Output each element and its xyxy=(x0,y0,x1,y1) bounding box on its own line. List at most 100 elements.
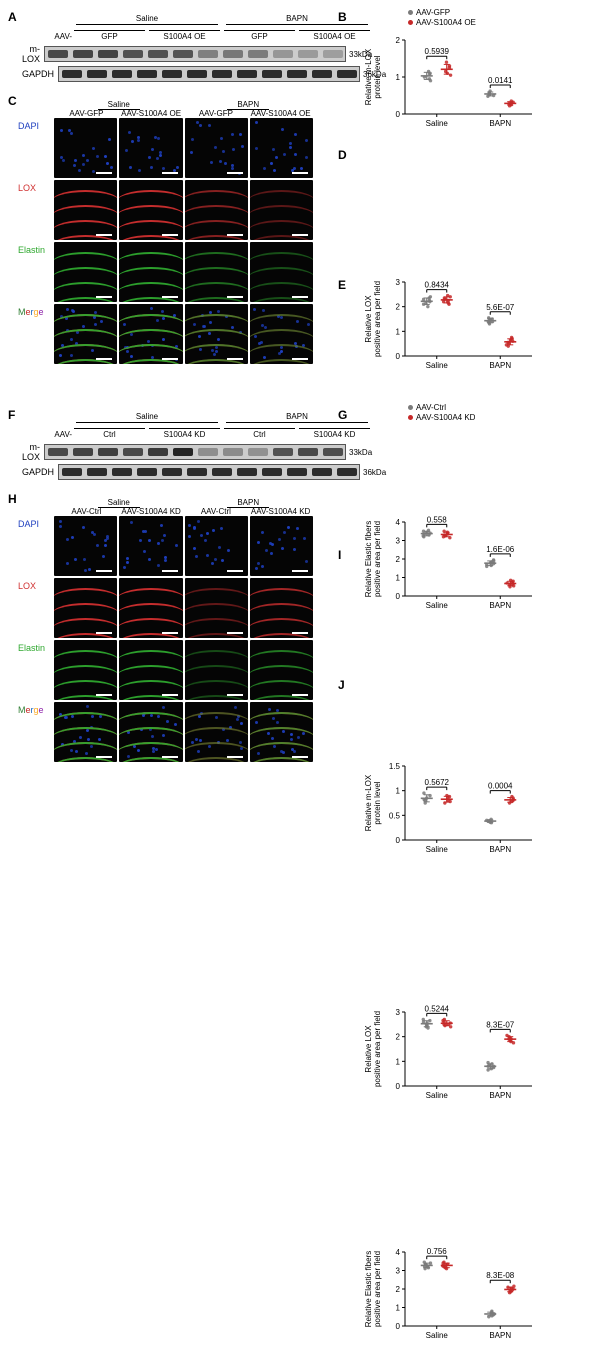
band-lane xyxy=(59,465,84,479)
treatment-label: BAPN xyxy=(222,412,372,421)
wave-icon xyxy=(119,665,182,677)
if-col-label: AAV-GFP xyxy=(54,109,119,118)
legend-label: AAV-S100A4 KD xyxy=(416,413,475,422)
band-lane xyxy=(134,67,159,81)
band-icon xyxy=(87,70,107,78)
spacer xyxy=(18,498,54,507)
band-icon xyxy=(273,50,293,58)
scale-bar-icon xyxy=(227,234,243,236)
if-cell xyxy=(119,242,182,302)
band-lane xyxy=(259,67,284,81)
band-row: GAPDH36kDa xyxy=(22,464,302,480)
speck-icon xyxy=(261,531,264,534)
wave-icon xyxy=(185,329,248,341)
band-lane xyxy=(295,445,320,459)
speck-icon xyxy=(193,547,196,550)
band-icon xyxy=(173,448,193,456)
band-icon xyxy=(173,50,193,58)
scale-bar-icon xyxy=(227,358,243,360)
underline xyxy=(76,422,218,423)
panel-label-G: G xyxy=(338,408,347,422)
speck-icon xyxy=(71,536,74,539)
scale-bar-icon xyxy=(96,296,112,298)
spacer xyxy=(18,100,54,109)
if-row: Elastin xyxy=(18,242,313,302)
band-lane xyxy=(234,67,259,81)
svg-text:4: 4 xyxy=(396,1248,401,1257)
scale-bar-icon xyxy=(292,172,308,174)
wave-icon xyxy=(250,712,313,724)
band-icon xyxy=(137,468,157,476)
speck-icon xyxy=(218,546,221,549)
svg-text:1: 1 xyxy=(396,327,401,336)
if-row-label: DAPI xyxy=(18,516,52,576)
speck-icon xyxy=(262,309,265,312)
band-lanes xyxy=(44,444,346,460)
wave-icon xyxy=(250,727,313,739)
band-lane xyxy=(120,47,145,61)
if-row-label: Elastin xyxy=(18,242,52,302)
treatment-label: Saline xyxy=(72,14,222,23)
speck-icon xyxy=(214,146,217,149)
speck-icon xyxy=(84,569,87,572)
wave-icon xyxy=(119,603,182,615)
band-lane xyxy=(184,465,209,479)
legend-dot-icon xyxy=(408,415,413,420)
band-icon xyxy=(48,448,68,456)
speck-icon xyxy=(263,356,266,359)
band-icon xyxy=(337,468,357,476)
wave-icon xyxy=(54,618,117,630)
band-icon xyxy=(223,448,243,456)
speck-icon xyxy=(92,170,95,173)
band-lane xyxy=(70,445,95,459)
legend-bottom: AAV-CtrlAAV-S100A4 KD xyxy=(408,403,475,422)
wave-icon xyxy=(119,742,182,754)
wave-icon xyxy=(185,344,248,356)
band-lane xyxy=(109,465,134,479)
svg-text:Relative LOXpositive area per: Relative LOXpositive area per field xyxy=(364,1011,382,1087)
speck-icon xyxy=(289,142,292,145)
speck-icon xyxy=(188,535,191,538)
scale-bar-icon xyxy=(162,570,178,572)
wave-icon xyxy=(54,329,117,341)
speck-icon xyxy=(271,543,274,546)
svg-text:0: 0 xyxy=(396,836,401,845)
wave-icon xyxy=(185,267,248,279)
if-cell xyxy=(250,304,313,364)
speck-icon xyxy=(129,166,132,169)
underline xyxy=(74,428,145,429)
band-lane xyxy=(109,67,134,81)
speck-icon xyxy=(268,708,271,711)
wave-icon xyxy=(119,588,182,600)
band-icon xyxy=(73,50,93,58)
band-icon xyxy=(223,50,243,58)
band-lanes xyxy=(58,66,360,82)
scale-bar-icon xyxy=(162,296,178,298)
wave-icon xyxy=(250,282,313,294)
band-icon xyxy=(323,448,343,456)
if-cell xyxy=(119,516,182,576)
wave-icon xyxy=(250,205,313,217)
speck-icon xyxy=(234,706,237,709)
band-lanes xyxy=(44,46,346,62)
band-lane xyxy=(295,47,320,61)
legend-dot-icon xyxy=(408,405,413,410)
svg-text:0: 0 xyxy=(396,1082,401,1091)
svg-text:0: 0 xyxy=(396,592,401,601)
wb-header: SalineBAPNAAV-CtrlS100A4 KDCtrlS100A4 KD xyxy=(22,412,302,442)
speck-icon xyxy=(220,137,223,140)
immunofluorescence-C: SalineBAPNAAV-GFPAAV-S100A4 OEAAV-GFPAAV… xyxy=(18,100,313,364)
wave-icon xyxy=(250,603,313,615)
speck-icon xyxy=(263,167,266,170)
if-cell xyxy=(185,516,248,576)
wave-icon xyxy=(54,650,117,662)
wave-icon xyxy=(119,220,182,232)
speck-icon xyxy=(86,159,89,162)
band-lane xyxy=(270,47,295,61)
speck-icon xyxy=(204,539,207,542)
svg-text:0.0004: 0.0004 xyxy=(488,782,513,791)
band-lane xyxy=(220,445,245,459)
legend-top: AAV-GFPAAV-S100A4 OE xyxy=(408,8,476,27)
if-row: DAPI xyxy=(18,118,313,178)
speck-icon xyxy=(255,147,258,150)
